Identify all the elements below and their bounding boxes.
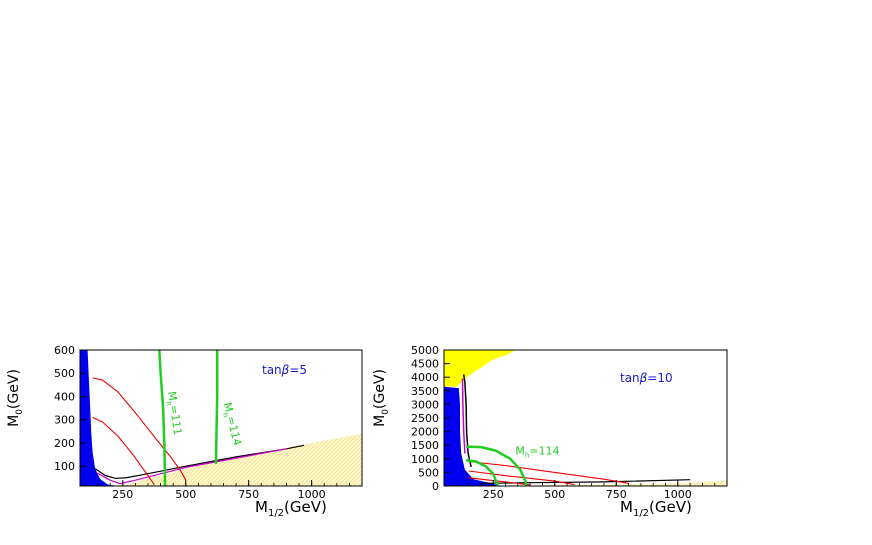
y-tick-label: 3500 <box>411 385 439 398</box>
x-tick-label: 750 <box>238 488 259 501</box>
y-tick-label: 300 <box>54 414 75 427</box>
y-axis-label: M0(GeV) <box>372 369 391 427</box>
x-axis-label-main: M <box>255 498 268 516</box>
contour-label-rest: =114 <box>529 445 559 458</box>
x-tick-label: 250 <box>112 488 133 501</box>
x-axis-label-unit: (GeV) <box>649 498 692 516</box>
plot-frame <box>79 349 363 487</box>
tanbeta-text: tan <box>620 371 640 385</box>
x-axis-label: M1/2(GeV) <box>620 498 692 519</box>
contour-label-sub: h <box>525 452 529 460</box>
x-tick-label: 500 <box>175 488 196 501</box>
series-mh-114 <box>466 445 528 486</box>
series-red-contour-2 <box>92 416 155 486</box>
panel-tanbeta-10: 250 500 750 1000050010001500200025003000350… <box>372 344 728 519</box>
x-axis-label-sub: 1/2 <box>633 508 649 519</box>
y-tick-label: 1000 <box>411 453 439 466</box>
y-axis-label-main: M <box>372 415 388 427</box>
y-tick-label: 200 <box>54 437 75 450</box>
region-stau-lsp <box>120 433 362 486</box>
y-tick-label: 500 <box>54 367 75 380</box>
x-tick-label: 500 <box>544 488 565 501</box>
x-axis-label-main: M <box>620 498 633 516</box>
series-red-contour-1 <box>468 460 629 484</box>
plot-area <box>444 350 727 486</box>
contour-label-sub: h <box>164 401 173 407</box>
y-tick-label: 0 <box>432 480 439 493</box>
tanbeta-beta: β <box>281 363 290 377</box>
mh-114-label: Mh=114 <box>515 445 559 460</box>
x-axis-label-sub: 1/2 <box>268 508 284 519</box>
series-red-contour-3 <box>468 477 531 486</box>
region-excluded-lsp-charged <box>444 386 501 486</box>
y-tick-label: 500 <box>418 466 439 479</box>
y-axis-label-sub: 0 <box>381 409 391 415</box>
region-no-ewsb <box>444 350 516 387</box>
y-axis-label-unit: (GeV) <box>6 369 22 409</box>
tanbeta-text: tan <box>262 363 282 377</box>
mh-111-label: Mh=111 <box>163 390 184 436</box>
tanbeta-value: =10 <box>647 371 672 385</box>
tanbeta-annotation: tanβ=5 <box>262 363 307 377</box>
contour-label-main: M <box>221 401 236 413</box>
y-tick-label: 4000 <box>411 371 439 384</box>
panel-tanbeta-5: 250 500 750 1000100200300400500600M1/2(GeV)… <box>6 344 363 519</box>
series-mh-111 <box>465 458 499 486</box>
y-tick-label: 5000 <box>411 344 439 357</box>
tanbeta-beta: β <box>639 371 648 385</box>
contour-label-rest: =114 <box>224 415 244 447</box>
x-tick-label: 750 <box>606 488 627 501</box>
y-tick-label: 4500 <box>411 358 439 371</box>
region-excluded-lsp-charged <box>80 350 118 486</box>
tanbeta-value: =5 <box>289 363 307 377</box>
y-tick-label: 3000 <box>411 398 439 411</box>
y-axis-label-sub: 0 <box>15 409 25 415</box>
x-tick-label: 1000 <box>298 488 326 501</box>
x-axis-label-unit: (GeV) <box>284 498 327 516</box>
contour-label-sub: h <box>221 412 230 418</box>
series-relic-magenta <box>97 448 287 485</box>
series-mh-114 <box>214 350 219 464</box>
plot-area <box>80 350 362 486</box>
y-tick-label: 400 <box>54 390 75 403</box>
region-stau-lsp <box>500 480 727 486</box>
x-tick-label: 250 <box>483 488 504 501</box>
y-axis-label: M0(GeV) <box>6 369 25 427</box>
y-tick-label: 2000 <box>411 426 439 439</box>
contour-label-main: M <box>515 445 525 458</box>
series-mh-111 <box>158 350 167 486</box>
tanbeta-annotation: tanβ=10 <box>620 371 673 385</box>
x-axis-label: M1/2(GeV) <box>255 498 327 519</box>
series-red-contour-1 <box>92 377 187 481</box>
series-focus-point-black <box>462 374 472 468</box>
y-axis-label-unit: (GeV) <box>372 369 388 409</box>
mh-114-label: Mh=114 <box>219 401 244 447</box>
series-red-contour-2 <box>468 470 575 486</box>
y-axis-label-main: M <box>6 415 22 427</box>
contour-label-main: M <box>165 390 179 401</box>
y-tick-label: 100 <box>54 460 75 473</box>
y-tick-label: 1500 <box>411 439 439 452</box>
contour-label-rest: =111 <box>167 404 184 436</box>
series-focus-point-magenta <box>461 378 466 454</box>
y-tick-label: 2500 <box>411 412 439 425</box>
x-tick-label: 1000 <box>664 488 692 501</box>
y-tick-label: 600 <box>54 344 75 357</box>
